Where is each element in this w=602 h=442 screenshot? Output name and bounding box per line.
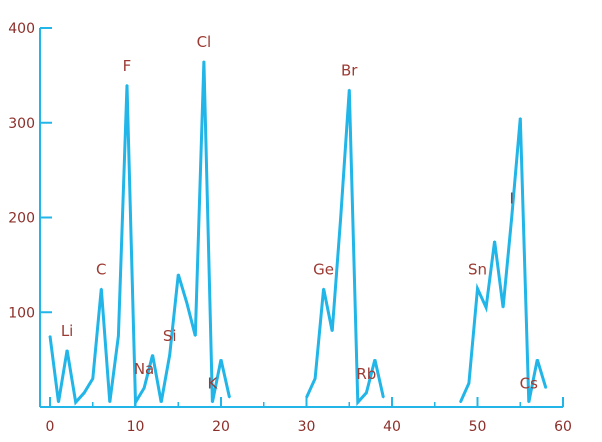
data-point	[476, 287, 479, 290]
series-line	[305, 89, 385, 407]
data-point	[91, 377, 94, 380]
y-tick-label: 400	[8, 21, 35, 37]
data-point	[49, 335, 51, 337]
data-point	[305, 396, 308, 399]
data-point	[177, 273, 180, 276]
element-label: Ge	[313, 261, 334, 279]
data-point	[374, 358, 376, 361]
element-label: Li	[61, 322, 74, 340]
data-point	[468, 382, 470, 385]
x-tick-label: 20	[212, 419, 230, 435]
data-point	[126, 84, 128, 86]
y-tick-label: 300	[8, 116, 35, 132]
element-label: I	[509, 190, 513, 208]
x-tick-label: 0	[46, 419, 55, 435]
element-label: Rb	[356, 365, 376, 383]
element-label: K	[208, 374, 219, 392]
element-label: C	[96, 261, 106, 279]
element-label: Na	[134, 360, 154, 378]
data-point	[365, 391, 368, 394]
series-line	[48, 61, 231, 408]
x-tick-label: 10	[127, 419, 145, 435]
x-tick-label: 40	[383, 419, 401, 435]
data-point	[168, 354, 171, 356]
data-point	[194, 335, 197, 337]
element-label: F	[123, 57, 132, 75]
data-point	[66, 349, 68, 351]
y-tick-label: 200	[8, 211, 35, 227]
data-point	[502, 306, 504, 309]
data-point	[519, 117, 522, 119]
chart-series	[48, 60, 548, 408]
data-point	[382, 396, 385, 399]
data-point	[203, 60, 205, 62]
data-point	[528, 401, 530, 404]
data-point	[331, 330, 333, 333]
x-tick-label: 50	[469, 419, 487, 435]
data-point	[134, 401, 137, 404]
data-point	[117, 335, 120, 337]
data-point	[143, 387, 145, 389]
data-point	[100, 287, 103, 290]
element-label: Si	[163, 327, 177, 345]
data-point	[57, 401, 60, 404]
y-tick-label: 100	[8, 305, 35, 321]
data-point	[485, 306, 487, 309]
data-point	[510, 216, 513, 219]
data-point	[348, 88, 351, 91]
element-label: Cs	[520, 374, 538, 392]
chart-axes: 100 200 300 400 0 10 20 30 40 50 60	[8, 21, 572, 435]
data-point	[357, 401, 359, 404]
data-point	[160, 401, 162, 404]
data-point	[74, 401, 77, 404]
data-point	[83, 391, 85, 394]
data-point	[493, 240, 496, 242]
data-point	[151, 354, 154, 356]
data-point	[220, 358, 222, 361]
x-tick-label: 30	[298, 419, 316, 435]
data-point	[545, 387, 547, 389]
element-label: Cl	[197, 33, 212, 51]
chart-annotations: Li C F Na Si Cl K Ge Br Rb Sn I Cs	[61, 33, 538, 392]
data-point	[228, 396, 231, 399]
data-point	[186, 301, 188, 304]
data-point	[109, 401, 111, 404]
x-tick-label: 60	[554, 419, 572, 435]
data-point	[536, 358, 539, 361]
element-label: Sn	[468, 261, 487, 279]
data-point	[211, 401, 214, 404]
data-point	[339, 216, 342, 219]
data-point	[322, 287, 325, 290]
element-label: Br	[341, 62, 358, 80]
data-point	[314, 377, 316, 380]
data-point	[459, 401, 462, 404]
